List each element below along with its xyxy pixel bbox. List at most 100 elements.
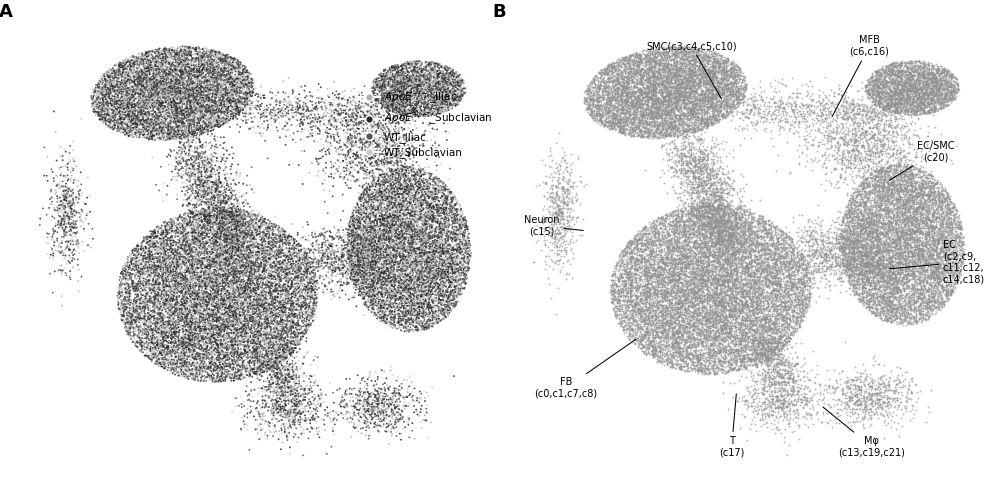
Point [931, 71, 947, 79]
Point [858, 223, 874, 231]
Point [218, 65, 234, 72]
Point [726, 91, 742, 99]
Point [927, 266, 943, 274]
Point [134, 114, 150, 122]
Point [380, 261, 396, 269]
Point [697, 73, 713, 81]
Point [715, 347, 731, 355]
Point [432, 92, 448, 99]
Point [185, 329, 201, 336]
Point [193, 255, 209, 263]
Point [186, 115, 202, 122]
Point [659, 127, 675, 134]
Point [693, 65, 709, 73]
Point [160, 93, 176, 100]
Point [851, 208, 867, 216]
Point [724, 366, 740, 373]
Point [270, 340, 286, 348]
Point [190, 368, 206, 375]
Point [891, 309, 907, 317]
Point [660, 68, 676, 75]
Point [186, 287, 202, 295]
Point [152, 259, 168, 267]
Point [259, 352, 275, 360]
Point [269, 112, 285, 120]
Point [779, 359, 795, 366]
Point [762, 345, 778, 353]
Point [745, 305, 761, 312]
Point [150, 263, 166, 270]
Point [863, 309, 879, 317]
Point [665, 222, 681, 230]
Point [732, 240, 748, 247]
Point [941, 270, 957, 277]
Point [671, 167, 687, 174]
Point [442, 100, 458, 108]
Point [933, 87, 949, 95]
Point [689, 114, 705, 122]
Point [378, 93, 394, 100]
Point [695, 248, 711, 256]
Point [167, 81, 183, 88]
Point [714, 326, 730, 334]
Point [160, 228, 176, 236]
Point [414, 181, 430, 189]
Point [244, 272, 260, 279]
Point [174, 315, 190, 323]
Point [445, 259, 461, 266]
Point [908, 319, 924, 326]
Point [120, 125, 136, 133]
Point [748, 427, 764, 434]
Point [377, 184, 393, 192]
Point [844, 215, 860, 223]
Point [138, 127, 154, 135]
Point [718, 170, 734, 178]
Point [362, 270, 378, 277]
Point [357, 292, 373, 300]
Point [445, 271, 461, 279]
Point [357, 230, 373, 238]
Point [415, 170, 431, 178]
Point [767, 242, 783, 250]
Point [613, 288, 629, 296]
Point [408, 247, 424, 255]
Point [861, 202, 877, 209]
Point [406, 108, 422, 116]
Point [215, 303, 231, 311]
Point [182, 258, 198, 265]
Point [55, 178, 71, 185]
Point [419, 269, 435, 276]
Point [877, 77, 893, 84]
Point [900, 74, 916, 82]
Point [882, 272, 898, 279]
Point [183, 248, 199, 255]
Point [942, 223, 958, 231]
Point [438, 288, 454, 296]
Point [894, 115, 910, 122]
Point [615, 279, 631, 287]
Point [207, 294, 223, 302]
Point [895, 240, 911, 247]
Point [193, 280, 209, 288]
Point [911, 57, 927, 65]
Point [435, 223, 451, 230]
Point [764, 410, 780, 418]
Point [380, 102, 396, 109]
Point [784, 330, 800, 338]
Point [400, 209, 416, 216]
Point [417, 212, 433, 220]
Point [410, 59, 426, 67]
Point [723, 108, 739, 115]
Point [833, 233, 849, 241]
Point [643, 65, 659, 73]
Point [684, 357, 700, 364]
Point [715, 97, 731, 105]
Point [203, 76, 219, 84]
Point [164, 321, 180, 329]
Point [759, 272, 775, 280]
Point [761, 325, 777, 333]
Point [172, 255, 188, 263]
Point [198, 72, 214, 80]
Point [687, 180, 703, 188]
Point [176, 100, 192, 108]
